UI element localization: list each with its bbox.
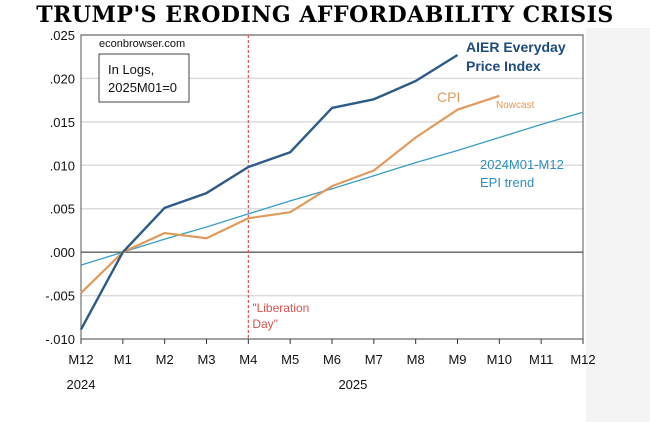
y-tick-label: -.005 bbox=[45, 289, 75, 304]
x-tick-label: M1 bbox=[114, 352, 132, 367]
background-panel bbox=[586, 28, 650, 422]
year-label: 2025 bbox=[338, 377, 367, 392]
note-text: 2025M01=0 bbox=[108, 80, 177, 95]
note-box bbox=[98, 53, 190, 103]
chart-title: TRUMP'S ERODING AFFORDABILITY CRISIS bbox=[36, 2, 614, 28]
liberation-day-label: "Liberation bbox=[252, 301, 309, 315]
series-label-aier-epi: Price Index bbox=[466, 58, 541, 74]
x-tick-label: M8 bbox=[407, 352, 425, 367]
x-tick-label: M12 bbox=[570, 352, 595, 367]
source-label: econbrowser.com bbox=[99, 38, 185, 50]
nowcast-label: Nowcast bbox=[496, 100, 535, 111]
series-line-aier-epi bbox=[79, 53, 459, 331]
x-tick-label: M2 bbox=[156, 352, 174, 367]
series-line-cpi bbox=[80, 94, 500, 294]
series-label-cpi: CPI bbox=[437, 89, 460, 105]
y-tick-label: .010 bbox=[50, 158, 75, 173]
series-line-epi-trend bbox=[80, 111, 584, 266]
x-tick-label: M4 bbox=[239, 352, 257, 367]
y-tick-label: .025 bbox=[50, 28, 75, 43]
y-tick-label: .005 bbox=[50, 202, 75, 217]
y-tick-label: .000 bbox=[50, 245, 75, 260]
x-tick-label: M11 bbox=[529, 352, 553, 367]
x-tick-label: M6 bbox=[323, 352, 341, 367]
x-tick-label: M5 bbox=[281, 352, 299, 367]
year-label: 2024 bbox=[67, 377, 96, 392]
x-tick-label: M12 bbox=[68, 352, 93, 367]
x-tick-label: M7 bbox=[365, 352, 383, 367]
series-label-epi-trend: EPI trend bbox=[480, 175, 534, 190]
x-tick-label: M3 bbox=[197, 352, 215, 367]
series-label-epi-trend: 2024M01-M12 bbox=[480, 157, 564, 172]
note-text: In Logs, bbox=[108, 62, 154, 77]
x-tick-label: M9 bbox=[448, 352, 466, 367]
liberation-day-label: Day" bbox=[252, 317, 278, 331]
y-tick-label: .020 bbox=[50, 71, 75, 86]
x-tick-label: M10 bbox=[487, 352, 512, 367]
y-tick-label: .015 bbox=[50, 115, 75, 130]
y-tick-label: -.010 bbox=[45, 332, 75, 347]
series-label-aier-epi: AIER Everyday bbox=[466, 39, 566, 55]
